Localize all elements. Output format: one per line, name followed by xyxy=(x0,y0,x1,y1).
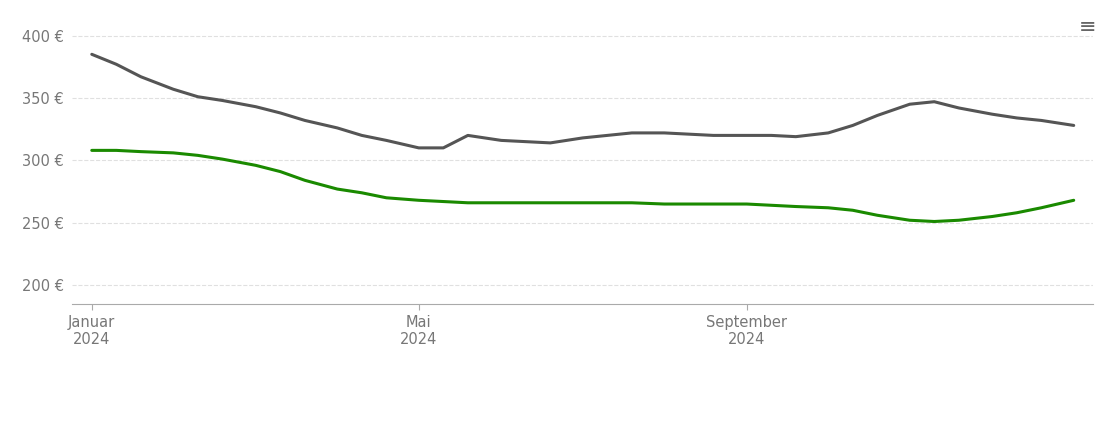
Text: ≡: ≡ xyxy=(1079,17,1097,37)
Legend: lose Ware, Sackware: lose Ware, Sackware xyxy=(463,419,703,422)
